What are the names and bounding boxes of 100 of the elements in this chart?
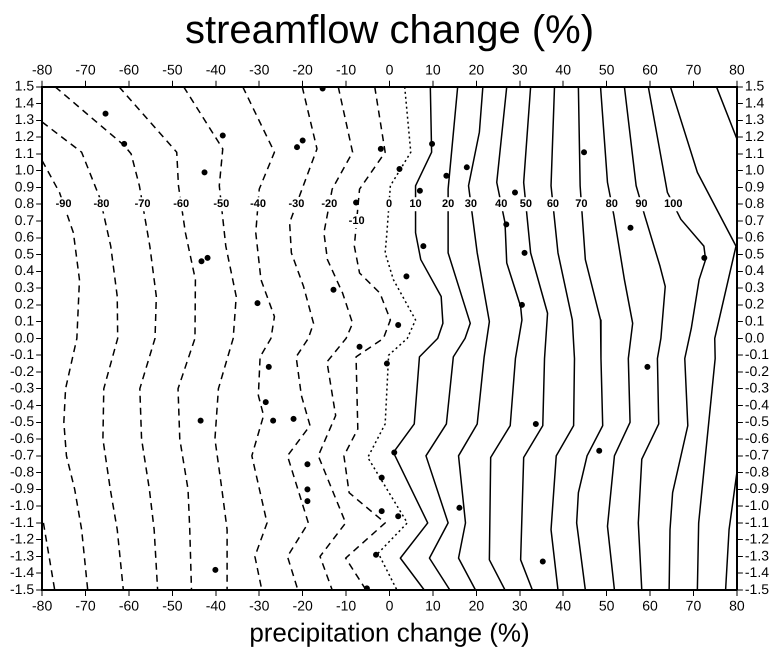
point (304, 498, 310, 504)
x-tick-label: -40 (206, 597, 226, 614)
series-label: 0 (386, 198, 392, 210)
x-tick-label: 60 (642, 597, 658, 614)
y-tick-label: -1.4 (10, 564, 34, 580)
y2-tick-label: -0.8 (744, 463, 770, 480)
x2-tick-label: -70 (75, 61, 96, 78)
x-tick-label: 50 (598, 597, 615, 614)
x-axis-title: precipitation change (%) (249, 618, 530, 648)
y2-tick-label: 1.3 (744, 111, 765, 128)
series-label: 80 (606, 198, 618, 210)
y-tick-label: -0.6 (10, 430, 34, 446)
series-label: -30 (288, 198, 304, 210)
y-tick-label: -0.7 (10, 446, 34, 463)
point (290, 416, 297, 422)
y-tick-label: 0.0 (14, 329, 34, 346)
x-tick-label: -80 (32, 597, 52, 614)
y2-tick-label: -1.0 (744, 496, 770, 513)
point (373, 552, 380, 558)
y-tick-label: -1.2 (10, 530, 34, 547)
y2-tick-label: -1.4 (744, 564, 770, 580)
y-tick-label: 1.2 (14, 128, 34, 144)
y2-tick-label: 0.1 (744, 312, 765, 328)
y-tick-label: 0.4 (14, 262, 34, 278)
x-tick-label: 80 (729, 597, 745, 614)
point (420, 243, 426, 250)
y-tick-label: 1.1 (14, 144, 34, 161)
y-tick-label: -0.8 (10, 463, 34, 480)
point (581, 149, 588, 156)
y-tick-label: 0.8 (14, 195, 34, 212)
point (540, 558, 546, 564)
point (202, 169, 208, 176)
point (378, 508, 385, 514)
chart-title: streamflow change (%) (184, 8, 594, 52)
y2-tick-label: 1.4 (744, 94, 765, 110)
x2-tick-label: 0 (386, 61, 394, 78)
x-tick-label: -30 (249, 597, 270, 614)
y2-tick-label: 0.0 (744, 329, 765, 346)
series-label: -10 (348, 215, 365, 228)
series-label: -50 (213, 198, 230, 210)
point (378, 146, 384, 152)
x2-tick-label: -40 (206, 61, 226, 78)
x-tick-label: 40 (555, 597, 572, 614)
series-label: -90 (56, 198, 72, 210)
point (304, 486, 310, 492)
x-tick-label: -50 (162, 597, 183, 614)
point (416, 188, 423, 194)
series-label: -80 (93, 198, 110, 210)
y2-tick-label: -1.1 (744, 514, 770, 530)
point (403, 273, 410, 280)
y-tick-label: -1.3 (10, 547, 34, 564)
x2-tick-label: -20 (292, 61, 313, 78)
y-tick-label: -0.2 (10, 362, 34, 379)
series-label: 40 (495, 198, 508, 210)
y-tick-label: 0.7 (14, 212, 34, 228)
y-tick-label: -1.1 (10, 514, 34, 530)
x2-tick-label: 30 (512, 61, 528, 78)
point (644, 364, 650, 370)
x-tick-label: 20 (468, 597, 484, 614)
y-tick-label: -0.9 (10, 480, 34, 496)
x2-tick-label: 60 (642, 61, 658, 78)
y2-tick-label: -0.9 (744, 480, 770, 496)
series-label: 20 (442, 198, 454, 210)
y2-tick-label: -0.4 (744, 396, 770, 412)
y2-tick-label: -0.3 (744, 380, 770, 396)
point (198, 258, 204, 264)
point (262, 399, 269, 406)
point (198, 418, 204, 424)
series-label: 100 (664, 198, 682, 210)
point (384, 360, 390, 367)
x-tick-label: -10 (336, 597, 356, 614)
series-label: 90 (635, 198, 648, 210)
point (596, 448, 602, 454)
x-tick-label: 10 (425, 597, 441, 614)
y2-tick-label: 0.7 (744, 212, 765, 228)
x2-tick-label: 40 (555, 61, 572, 78)
point (512, 189, 518, 196)
point (532, 420, 539, 427)
y2-tick-label: -0.2 (744, 362, 770, 379)
point (378, 474, 385, 481)
x2-tick-label: 80 (729, 61, 745, 78)
y-tick-label: 0.3 (14, 278, 34, 295)
point (330, 286, 336, 293)
series-label: 60 (546, 198, 560, 210)
x-tick-label: -20 (292, 597, 313, 614)
point (304, 461, 310, 468)
y2-tick-label: -0.6 (744, 430, 770, 446)
y-tick-label: 1.3 (14, 111, 34, 128)
y-tick-label: -0.1 (10, 346, 34, 362)
y-tick-label: 1.5 (14, 78, 34, 94)
x2-tick-label: -60 (118, 61, 140, 78)
y-tick-label: -1.0 (10, 496, 34, 513)
y2-tick-label: 1.2 (744, 128, 765, 144)
x-tick-label: 30 (512, 597, 528, 614)
point (443, 172, 450, 179)
series-label: 10 (409, 198, 422, 210)
y2-tick-label: 1.0 (744, 162, 765, 178)
y-tick-label: 1.0 (14, 162, 34, 178)
y2-tick-label: -1.5 (744, 580, 770, 597)
x2-tick-label: -10 (336, 61, 356, 78)
